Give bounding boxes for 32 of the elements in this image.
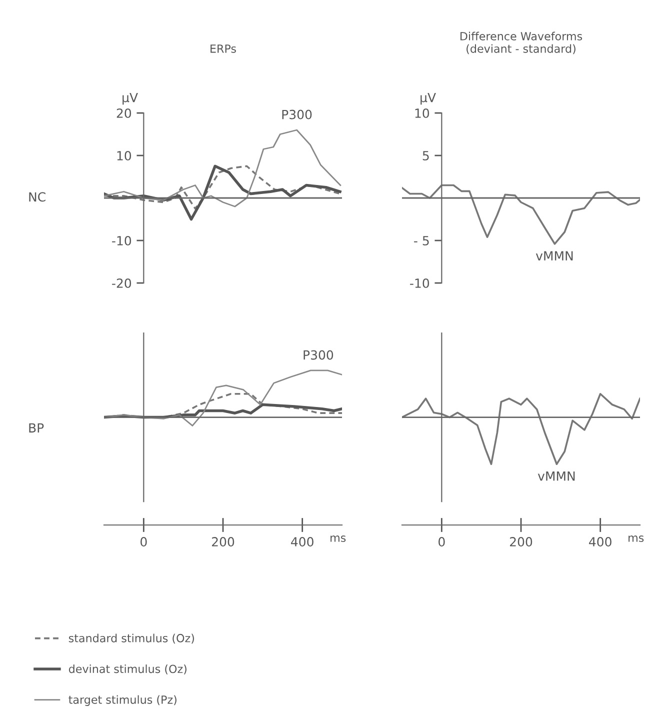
x-axis-title: ms bbox=[628, 536, 644, 542]
y-tick-label: 5 bbox=[422, 151, 429, 160]
y-tick-label: -10 bbox=[410, 278, 430, 288]
y-axis-title: μV bbox=[122, 92, 138, 105]
annotation: P300 bbox=[282, 110, 312, 120]
legend-label: devinat stimulus (Oz) bbox=[68, 664, 186, 674]
y-tick-label: 20 bbox=[116, 108, 132, 118]
x-tick-label: 400 bbox=[589, 537, 612, 546]
line-series bbox=[402, 184, 640, 245]
annotation: vMMN bbox=[536, 251, 573, 260]
y-tick-label: -20 bbox=[112, 278, 132, 288]
y-tick-label: -10 bbox=[112, 236, 132, 246]
chart-title: ERPs bbox=[210, 44, 236, 53]
annotation: vMMN bbox=[538, 471, 575, 481]
y-axis-title: μV bbox=[420, 92, 436, 105]
x-tick-label: 0 bbox=[438, 537, 445, 546]
x-tick-label: 400 bbox=[291, 537, 314, 546]
line-series bbox=[104, 165, 341, 210]
y-tick-label: 10 bbox=[117, 150, 132, 160]
y-tick-label: 10 bbox=[415, 108, 430, 118]
text: NC bbox=[29, 192, 46, 202]
chart-title: Difference Waveforms (deviant - standard) bbox=[460, 32, 582, 54]
legend-label: standard stimulus (Oz) bbox=[68, 634, 194, 644]
x-axis-title: ms bbox=[330, 536, 346, 542]
legend-label: target stimulus (Pz) bbox=[68, 695, 176, 706]
text: BP bbox=[29, 423, 44, 432]
y-tick-label: - 5 bbox=[414, 236, 429, 246]
x-tick-label: 200 bbox=[510, 537, 532, 546]
x-tick-label: 0 bbox=[140, 537, 147, 546]
annotation: P300 bbox=[304, 350, 334, 360]
x-tick-label: 200 bbox=[212, 537, 234, 546]
line-series bbox=[104, 129, 342, 208]
